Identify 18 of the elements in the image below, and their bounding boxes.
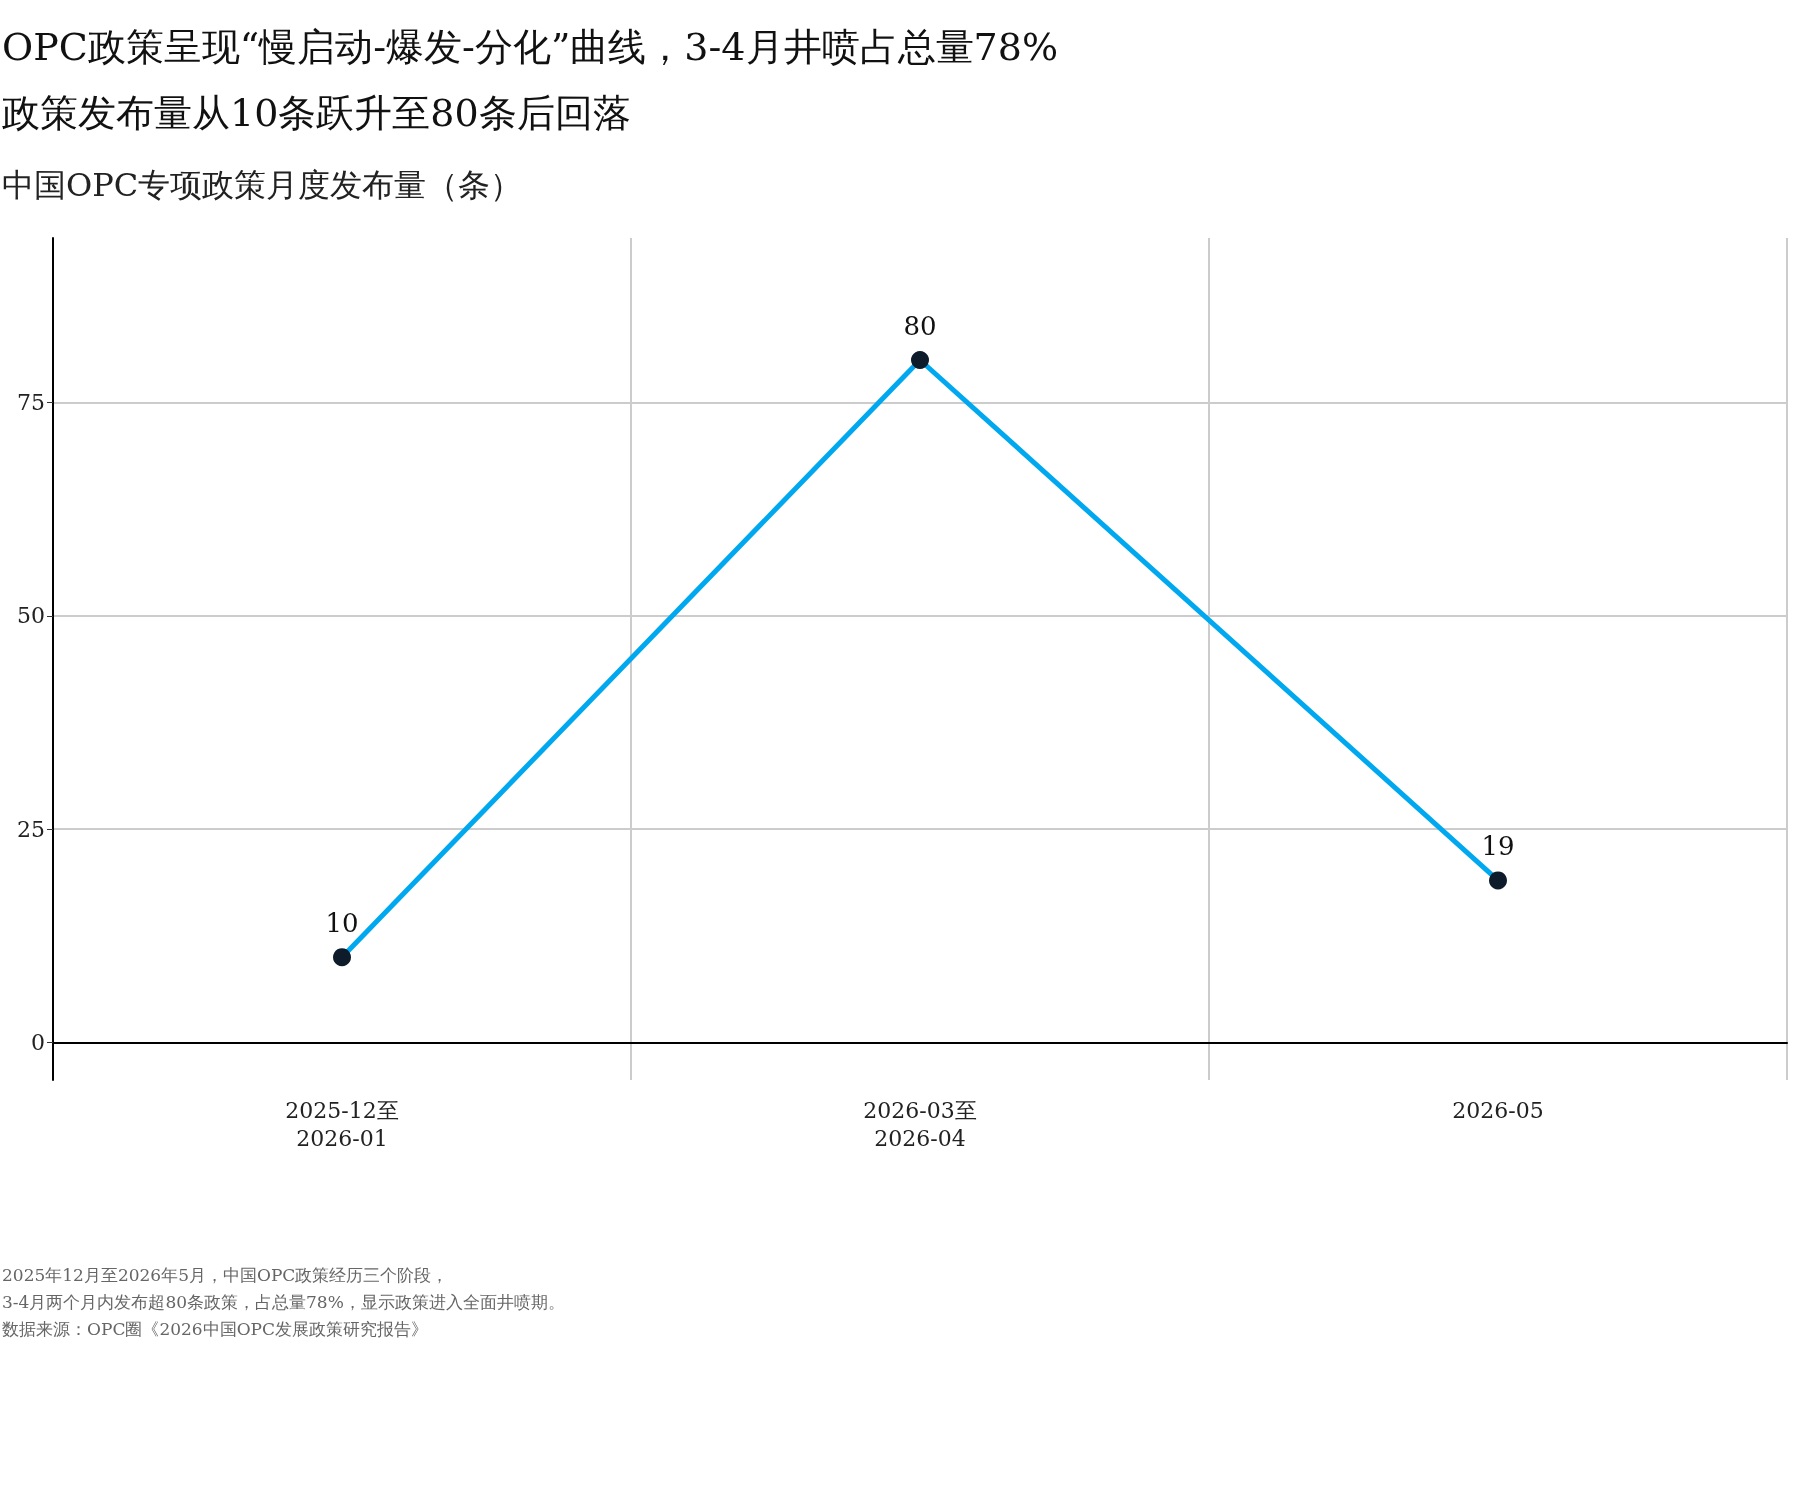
data-label: 10 bbox=[325, 908, 359, 939]
chart-subtitle: 中国OPC专项政策月度发布量（条） bbox=[2, 165, 523, 206]
y-tick-label: 75 bbox=[17, 390, 45, 416]
y-tick-label: 0 bbox=[31, 1029, 45, 1055]
text: 3-4月两个月内发布超80条政策，占总量78%，显示政策进入全面井喷期。 bbox=[2, 1291, 565, 1314]
data-label: 19 bbox=[1481, 831, 1515, 862]
y-tick-label: 50 bbox=[17, 603, 45, 629]
text: 2025年12月至2026年5月，中国OPC政策经历三个阶段， bbox=[2, 1264, 450, 1287]
chart-title: OPC政策呈现“慢启动-爆发-分化”曲线，3-4月井喷占总量78% 政策发布量从10条跃升至80条后回落 bbox=[2, 24, 1058, 137]
point bbox=[911, 351, 929, 369]
x-tick-label: 2026-03至 2026-04 bbox=[863, 1097, 977, 1151]
point bbox=[333, 948, 351, 967]
point bbox=[1489, 871, 1507, 890]
source-note: 数据来源：OPC圈《2026中国OPC发展政策研究报告》 bbox=[2, 1318, 430, 1341]
data-label: 80 bbox=[903, 310, 937, 341]
y-tick-label: 25 bbox=[17, 816, 45, 842]
x-tick-label: 2026-05 bbox=[1452, 1097, 1544, 1123]
x-tick-label: 2025-12至 2026-01 bbox=[285, 1097, 399, 1151]
